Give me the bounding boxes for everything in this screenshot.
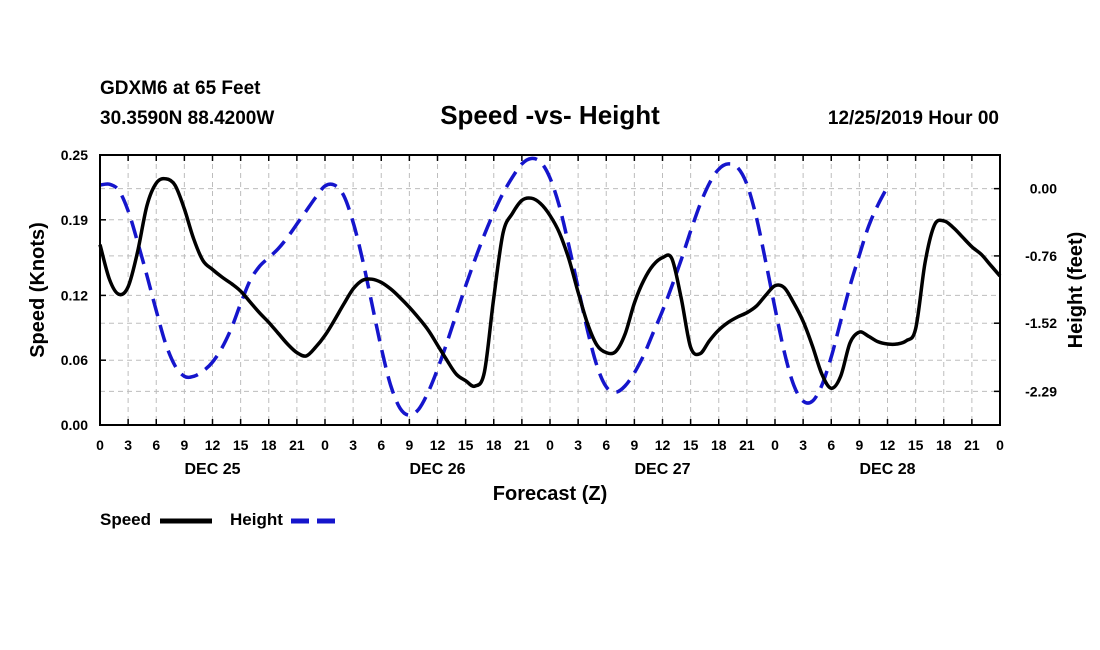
x-tick-label: 12	[205, 437, 221, 453]
x-tick-label: 18	[936, 437, 952, 453]
y-left-tick-label: 0.25	[61, 147, 88, 163]
y-left-tick-label: 0.19	[61, 212, 88, 228]
x-tick-label: 15	[458, 437, 474, 453]
x-tick-label: 3	[349, 437, 357, 453]
x-tick-label: 15	[908, 437, 924, 453]
x-tick-label: 9	[180, 437, 188, 453]
legend-speed-label: Speed	[100, 510, 151, 529]
x-tick-label: 21	[514, 437, 530, 453]
y-left-tick-label: 0.06	[61, 352, 88, 368]
x-tick-label: 18	[711, 437, 727, 453]
series-line-speed	[98, 176, 1002, 391]
y-right-tick-label: -0.76	[1025, 248, 1057, 264]
legend: Speed Height	[100, 510, 342, 529]
x-tick-label: 21	[289, 437, 305, 453]
x-tick-label: 15	[233, 437, 249, 453]
date-label: 12/25/2019 Hour 00	[828, 108, 999, 129]
day-label: DEC 26	[409, 461, 465, 478]
x-tick-label: 3	[799, 437, 807, 453]
x-tick-label: 0	[996, 437, 1004, 453]
y-left-tick-label: 0.12	[61, 287, 88, 303]
y-axis-right-label: Height (feet)	[1065, 232, 1087, 349]
x-tick-label: 6	[602, 437, 610, 453]
chart-title: Speed -vs- Height	[440, 100, 660, 130]
day-label: DEC 25	[184, 461, 240, 478]
day-label: DEC 27	[634, 461, 690, 478]
y-right-tick-label: -2.29	[1025, 383, 1057, 399]
x-tick-label: 9	[855, 437, 863, 453]
y-axis-left-label: Speed (Knots)	[27, 222, 49, 358]
x-tick-label: 21	[739, 437, 755, 453]
legend-height-label: Height	[230, 510, 283, 529]
x-tick-label: 18	[486, 437, 502, 453]
x-tick-label: 6	[827, 437, 835, 453]
x-tick-label: 18	[261, 437, 277, 453]
x-tick-label: 0	[546, 437, 554, 453]
x-tick-label: 9	[405, 437, 413, 453]
station-label: GDXM6 at 65 Feet	[100, 78, 261, 99]
x-tick-label: 9	[630, 437, 638, 453]
y-left-tick-label: 0.00	[61, 417, 88, 433]
x-tick-label: 3	[574, 437, 582, 453]
x-tick-label: 15	[683, 437, 699, 453]
x-tick-label: 6	[377, 437, 385, 453]
series-layer	[98, 156, 1002, 418]
x-tick-label: 12	[430, 437, 446, 453]
y-right-tick-label: -1.52	[1025, 315, 1057, 331]
x-tick-label: 6	[152, 437, 160, 453]
x-axis-label: Forecast (Z)	[493, 483, 607, 505]
x-tick-label: 0	[96, 437, 104, 453]
x-tick-label: 3	[124, 437, 132, 453]
x-tick-label: 0	[321, 437, 329, 453]
x-tick-label: 12	[880, 437, 896, 453]
grid-lines	[100, 155, 1000, 425]
x-tick-label: 0	[771, 437, 779, 453]
axis-ticks: 0 3 6 9 12 15 18 21 0 3 6 9 12 15 18 21 0 3 6 9 12 15 18 21 0 3 6 9…	[61, 147, 1057, 478]
coords-label: 30.3590N 88.4200W	[100, 108, 274, 129]
y-right-tick-label: 0.00	[1030, 181, 1057, 197]
day-label: DEC 28	[859, 461, 915, 478]
x-tick-label: 12	[655, 437, 671, 453]
x-tick-label: 21	[964, 437, 980, 453]
